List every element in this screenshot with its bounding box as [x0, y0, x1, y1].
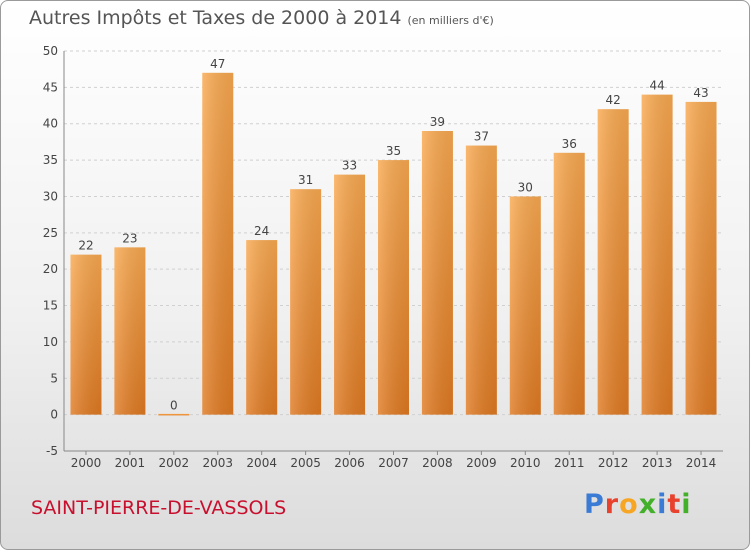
data-label: 22 — [78, 239, 93, 253]
x-tick-label: 2012 — [598, 456, 629, 470]
bar-shade — [70, 254, 102, 415]
brand-letter: i — [681, 489, 692, 520]
bar-shade — [553, 152, 585, 415]
bar-shade — [290, 189, 322, 415]
x-tick-label: 2000 — [71, 456, 102, 470]
data-label: 37 — [474, 130, 489, 144]
unit-label: (en milliers d'€) — [407, 14, 494, 27]
x-tick-label: 2001 — [115, 456, 146, 470]
data-label: 35 — [386, 144, 401, 158]
data-label: 47 — [210, 57, 225, 71]
brand-logo: Proxiti — [584, 489, 692, 520]
bar-shade — [114, 247, 146, 415]
title-text: Autres Impôts et Taxes de 2000 à 2014 — [29, 7, 402, 29]
y-tick-label: 45 — [43, 80, 58, 94]
data-label: 39 — [430, 115, 445, 129]
brand-letter: P — [584, 489, 605, 520]
data-label: 0 — [170, 399, 178, 413]
brand-letter: o — [619, 489, 639, 520]
y-tick-label: 10 — [43, 335, 58, 349]
x-tick-label: 2006 — [334, 456, 365, 470]
x-tick-label: 2004 — [246, 456, 277, 470]
data-label: 23 — [122, 231, 137, 245]
city-name: SAINT-PIERRE-DE-VASSOLS — [31, 497, 287, 519]
bar-shade — [202, 72, 234, 415]
brand-letter: t — [667, 489, 682, 520]
data-label: 36 — [562, 137, 577, 151]
x-tick-label: 2003 — [202, 456, 233, 470]
x-tick-label: 2011 — [554, 456, 585, 470]
x-tick-label: 2010 — [510, 456, 541, 470]
bar-shade — [509, 196, 541, 415]
y-tick-label: 15 — [43, 299, 58, 313]
x-tick-label: 2013 — [642, 456, 673, 470]
data-label: 43 — [693, 86, 708, 100]
x-tick-label: 2009 — [466, 456, 497, 470]
x-tick-label: 2005 — [290, 456, 321, 470]
bar-shade — [334, 174, 366, 415]
x-tick-label: 2007 — [378, 456, 409, 470]
brand-letter: x — [638, 489, 658, 520]
brand-letter: r — [604, 489, 620, 520]
bar-shade — [246, 240, 278, 415]
data-label: 44 — [649, 79, 664, 93]
y-tick-label: 20 — [43, 262, 58, 276]
bar-shade — [465, 145, 497, 415]
data-label: 24 — [254, 224, 269, 238]
chart-title: Autres Impôts et Taxes de 2000 à 2014 (en… — [29, 7, 494, 29]
bar-shade — [421, 131, 453, 415]
data-label: 31 — [298, 173, 313, 187]
data-label: 30 — [518, 180, 533, 194]
y-tick-label: -5 — [46, 444, 58, 458]
y-tick-label: 40 — [43, 117, 58, 131]
x-tick-label: 2002 — [159, 456, 190, 470]
brand-letter: i — [657, 489, 668, 520]
y-tick-label: 25 — [43, 226, 58, 240]
y-tick-label: 30 — [43, 189, 58, 203]
x-tick-label: 2008 — [422, 456, 453, 470]
data-label: 33 — [342, 159, 357, 173]
bar — [158, 413, 190, 416]
y-tick-label: 0 — [50, 408, 58, 422]
data-label: 42 — [606, 93, 621, 107]
bar-shade — [597, 109, 629, 415]
y-tick-label: 35 — [43, 153, 58, 167]
bar-shade — [641, 94, 673, 415]
bar-shade — [378, 160, 409, 415]
y-tick-label: 50 — [43, 44, 58, 58]
x-tick-label: 2014 — [686, 456, 717, 470]
bar-shade — [685, 101, 717, 415]
y-tick-label: 5 — [50, 371, 58, 385]
